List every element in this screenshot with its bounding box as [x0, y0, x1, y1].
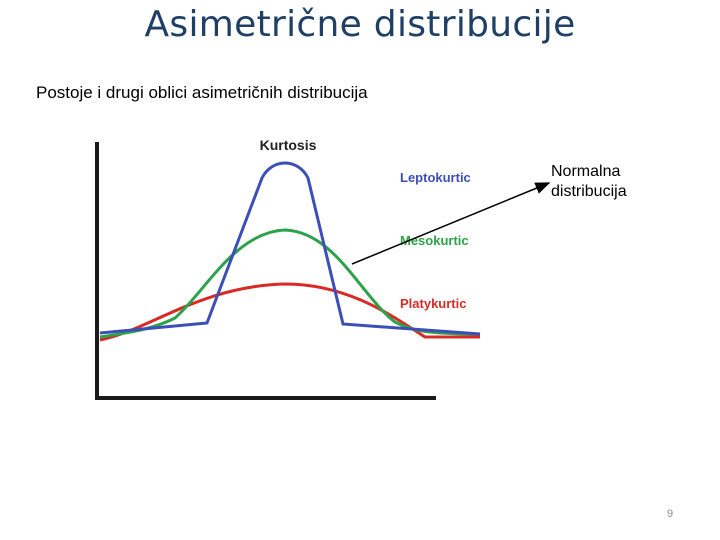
platykurtic-label: Platykurtic	[400, 296, 466, 311]
annotation-line-1: Normalna	[551, 163, 621, 180]
kurtosis-heading: Kurtosis	[260, 137, 317, 153]
slide-subtitle: Postoje i drugi oblici asimetričnih dist…	[36, 83, 368, 102]
platykurtic-curve	[99, 282, 480, 342]
mesokurtic-curve	[99, 228, 481, 339]
leptokurtic-curve	[99, 161, 481, 336]
slide-title: Asimetrične distribucije	[144, 4, 576, 45]
annotation-arrow	[351, 182, 551, 265]
annotation-line-2: distribucija	[551, 183, 627, 200]
leptokurtic-label: Leptokurtic	[400, 170, 471, 185]
page-number: 9	[667, 508, 674, 520]
normal-distribution-annotation: Normalna distribucija	[551, 162, 661, 202]
